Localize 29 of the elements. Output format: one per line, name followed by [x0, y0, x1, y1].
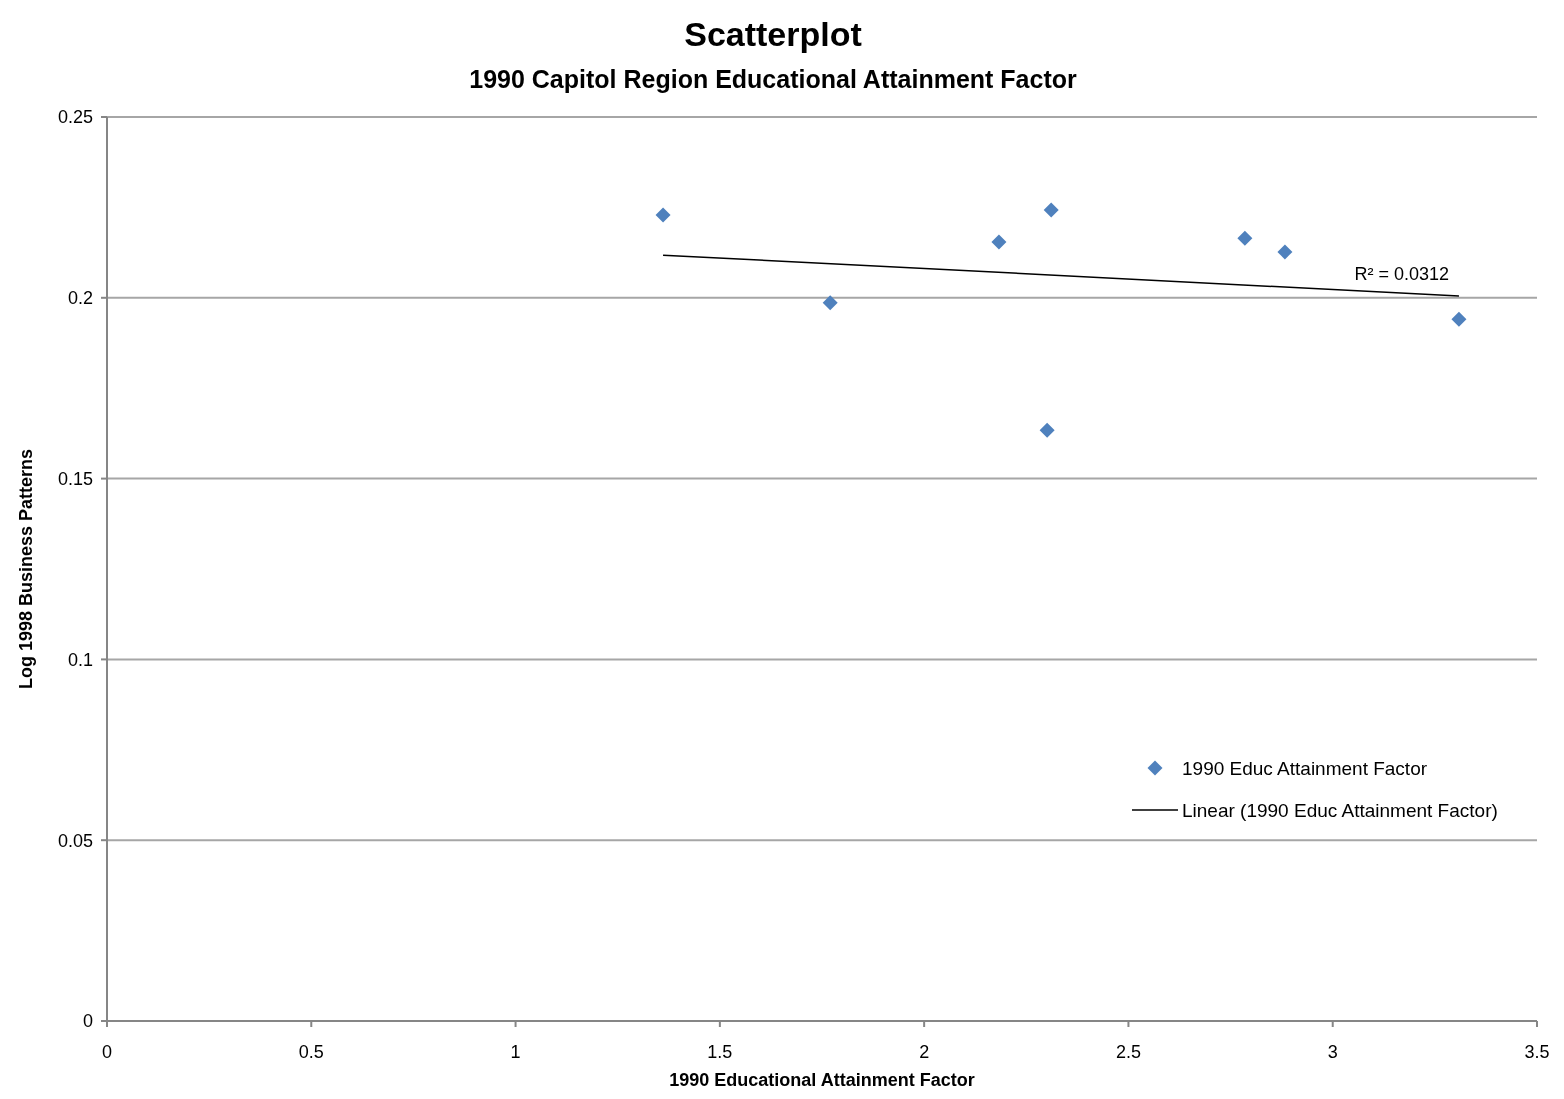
legend-label: 1990 Educ Attainment Factor	[1182, 757, 1428, 779]
y-tick-label: 0.2	[67, 288, 93, 309]
chart-title: Scatterplot	[684, 15, 862, 53]
point	[991, 234, 1007, 250]
point	[1451, 311, 1467, 327]
y-tick-label: 0	[82, 1011, 93, 1032]
y-tick-label: 0.15	[57, 468, 93, 489]
x-tick-label: 3	[1327, 1042, 1338, 1062]
x-axis-title: 1990 Educational Attainment Factor	[669, 1070, 975, 1090]
x-tick-label: 3.5	[1524, 1042, 1550, 1062]
y-axis-title: Log 1998 Business Patterns	[16, 448, 36, 690]
x-tick-label: 0	[101, 1042, 113, 1062]
x-tick-label: 1	[510, 1042, 521, 1062]
point	[655, 207, 671, 223]
x-tick-label: 2.5	[1115, 1042, 1141, 1062]
y-tick-label: 0.1	[67, 649, 93, 670]
chart-subtitle: 1990 Capitol Region Educational Attainment Factor	[469, 65, 1078, 93]
point	[1039, 422, 1055, 438]
y-tick-label: 0.25	[57, 107, 93, 128]
x-tick-label: 2	[919, 1042, 930, 1062]
point	[1043, 202, 1059, 218]
point	[1237, 230, 1253, 246]
annotation: R² = 0.0312	[1354, 263, 1449, 284]
x-tick-label: 1.5	[707, 1042, 733, 1062]
y-tick-label: 0.05	[57, 830, 93, 851]
x-tick-label: 0.5	[298, 1042, 324, 1062]
point	[822, 295, 838, 311]
point	[1277, 244, 1293, 260]
legend-label: Linear (1990 Educ Attainment Factor)	[1182, 799, 1498, 821]
